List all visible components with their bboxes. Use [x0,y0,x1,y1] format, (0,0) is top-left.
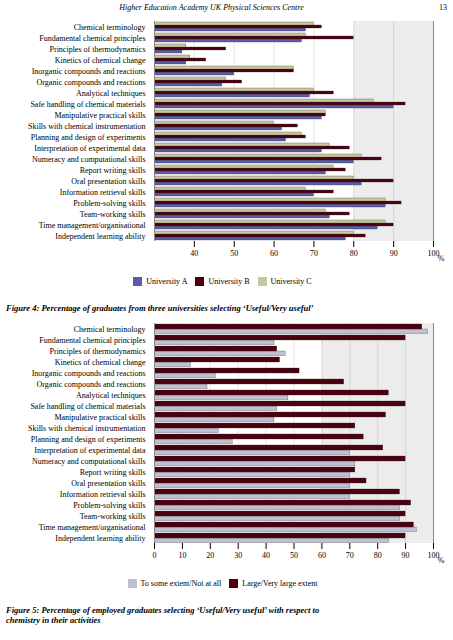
svg-text:50: 50 [230,249,238,258]
svg-text:Problem-solving skills: Problem-solving skills [73,501,145,510]
svg-text:90: 90 [402,551,410,560]
svg-text:Manipulative practical skills: Manipulative practical skills [54,111,145,120]
svg-text:Skills with chemical instrumen: Skills with chemical instrumentation [28,122,146,131]
html-text:University C: University C [270,277,312,286]
svg-text:Principles of thermodynamics: Principles of thermodynamics [50,347,146,356]
svg-text:Skills with chemical instrumen: Skills with chemical instrumentation [28,424,146,433]
svg-text:Interpretation of experimental: Interpretation of experimental data [34,446,146,455]
svg-text:100: 100 [427,551,440,561]
svg-text:Time management/organisational: Time management/organisational [39,221,147,230]
svg-text:Information retrieval skills: Information retrieval skills [60,188,146,197]
svg-text:Independent learning ability: Independent learning ability [55,232,145,241]
svg-text:Chemical terminology: Chemical terminology [74,325,146,334]
svg-text:Problem-solving skills: Problem-solving skills [73,199,145,208]
svg-text:0: 0 [153,551,157,560]
svg-text:20: 20 [206,551,214,560]
svg-text:Report writing skills: Report writing skills [80,468,146,477]
html-text:Figure 4: Percentage of gradua: Figure 4: Percentage of graduates from t… [6,303,314,313]
svg-text:Planning and design of experim: Planning and design of experiments [31,133,146,142]
svg-text:Safe handling of chemical mate: Safe handling of chemical materials [30,100,145,109]
svg-text:80: 80 [374,551,382,560]
svg-text:40: 40 [262,551,270,560]
svg-text:Time management/organisational: Time management/organisational [39,523,147,532]
html-text:13: 13 [439,3,447,12]
svg-text:%: % [438,556,445,565]
svg-text:100: 100 [427,249,440,259]
svg-text:Oral presentation skills: Oral presentation skills [71,479,145,488]
html-text:Large/Very large extent: Large/Very large extent [242,579,318,589]
svg-text:80: 80 [350,249,358,258]
svg-text:Inorganic compounds and reacti: Inorganic compounds and reactions [32,369,146,378]
svg-text:40: 40 [190,249,198,258]
html-text:University A: University A [146,277,188,286]
svg-text:70: 70 [346,551,354,560]
html-text:Higher Education Academy UK Ph: Higher Education Academy UK Physical Sci… [119,3,304,12]
svg-text:Analytical techniques: Analytical techniques [76,89,146,98]
svg-text:Fundamental chemical principle: Fundamental chemical principles [39,34,145,43]
svg-text:Numeracy and computational ski: Numeracy and computational skills [32,155,146,164]
svg-text:Analytical techniques: Analytical techniques [76,391,146,400]
svg-text:Numeracy and computational ski: Numeracy and computational skills [32,457,146,466]
svg-text:Team-working skills: Team-working skills [80,512,146,521]
svg-text:10: 10 [178,551,186,560]
svg-text:60: 60 [270,249,278,258]
svg-text:Inorganic compounds and reacti: Inorganic compounds and reactions [32,67,146,76]
svg-text:Safe handling of chemical mate: Safe handling of chemical materials [30,402,145,411]
svg-text:Oral presentation skills: Oral presentation skills [71,177,145,186]
svg-text:60: 60 [318,551,326,560]
svg-text:Information retrieval skills: Information retrieval skills [60,490,146,499]
svg-text:Chemical terminology: Chemical terminology [74,23,146,32]
svg-text:50: 50 [290,551,298,560]
svg-text:30: 30 [234,551,242,560]
html-text:University B: University B [208,277,250,286]
svg-text:Kinetics of chemical change: Kinetics of chemical change [55,56,146,65]
svg-text:Manipulative practical skills: Manipulative practical skills [54,413,145,422]
html-text:To some extent/Not at all: To some extent/Not at all [140,579,222,589]
svg-text:70: 70 [310,249,318,258]
svg-text:Planning and design of experim: Planning and design of experiments [31,435,146,444]
svg-text:Kinetics of chemical change: Kinetics of chemical change [55,358,146,367]
svg-text:Principles of thermodynamics: Principles of thermodynamics [50,45,146,54]
svg-text:Organic compounds and reaction: Organic compounds and reactions [37,78,146,87]
svg-text:Organic compounds and reaction: Organic compounds and reactions [37,380,146,389]
svg-text:Fundamental chemical principle: Fundamental chemical principles [39,336,145,345]
svg-text:90: 90 [390,249,398,258]
svg-text:%: % [438,254,445,263]
svg-text:Independent learning ability: Independent learning ability [55,534,145,543]
svg-text:Interpretation of experimental: Interpretation of experimental data [34,144,146,153]
svg-text:Report writing skills: Report writing skills [80,166,146,175]
html-text:Figure 5: Percentage of employ: Figure 5: Percentage of employed graduat… [6,605,320,626]
svg-text:Team-working skills: Team-working skills [80,210,146,219]
